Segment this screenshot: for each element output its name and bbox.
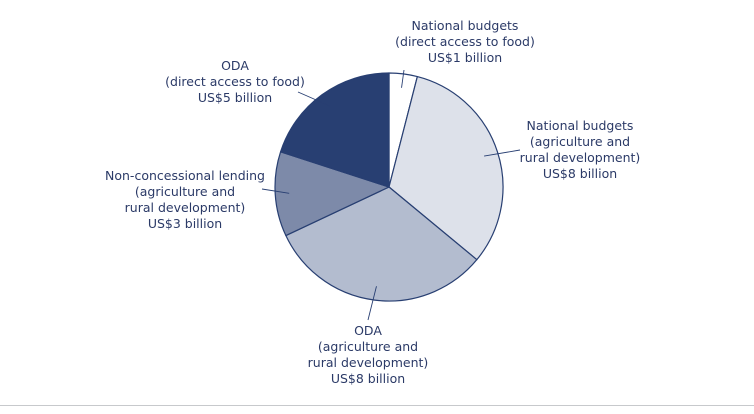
leader-oda-agriculture	[367, 286, 377, 321]
label-oda-agriculture: ODA (agriculture and rural development) …	[307, 323, 429, 386]
bottom-divider	[0, 405, 754, 406]
leader-national-budgets-food	[401, 69, 405, 88]
label-non-concessional-lending: Non-concessional lending (agriculture an…	[105, 168, 265, 231]
label-national-budgets-food: National budgets (direct access to food)…	[395, 18, 535, 65]
slice-non-concessional-lending	[274, 151, 390, 237]
leader-oda-food	[297, 91, 331, 107]
leader-non-concessional-lending	[261, 188, 290, 194]
leader-national-budgets-agriculture	[484, 149, 521, 157]
label-leader-lines	[261, 69, 521, 321]
slice-national-budgets-agriculture	[388, 75, 504, 261]
slice-oda-agriculture	[285, 186, 478, 302]
pie-slices	[274, 72, 504, 302]
label-national-budgets-agriculture: National budgets (agriculture and rural …	[519, 118, 641, 181]
label-oda-food: ODA (direct access to food) US$5 billion	[165, 58, 305, 105]
slice-oda-food	[279, 72, 390, 188]
